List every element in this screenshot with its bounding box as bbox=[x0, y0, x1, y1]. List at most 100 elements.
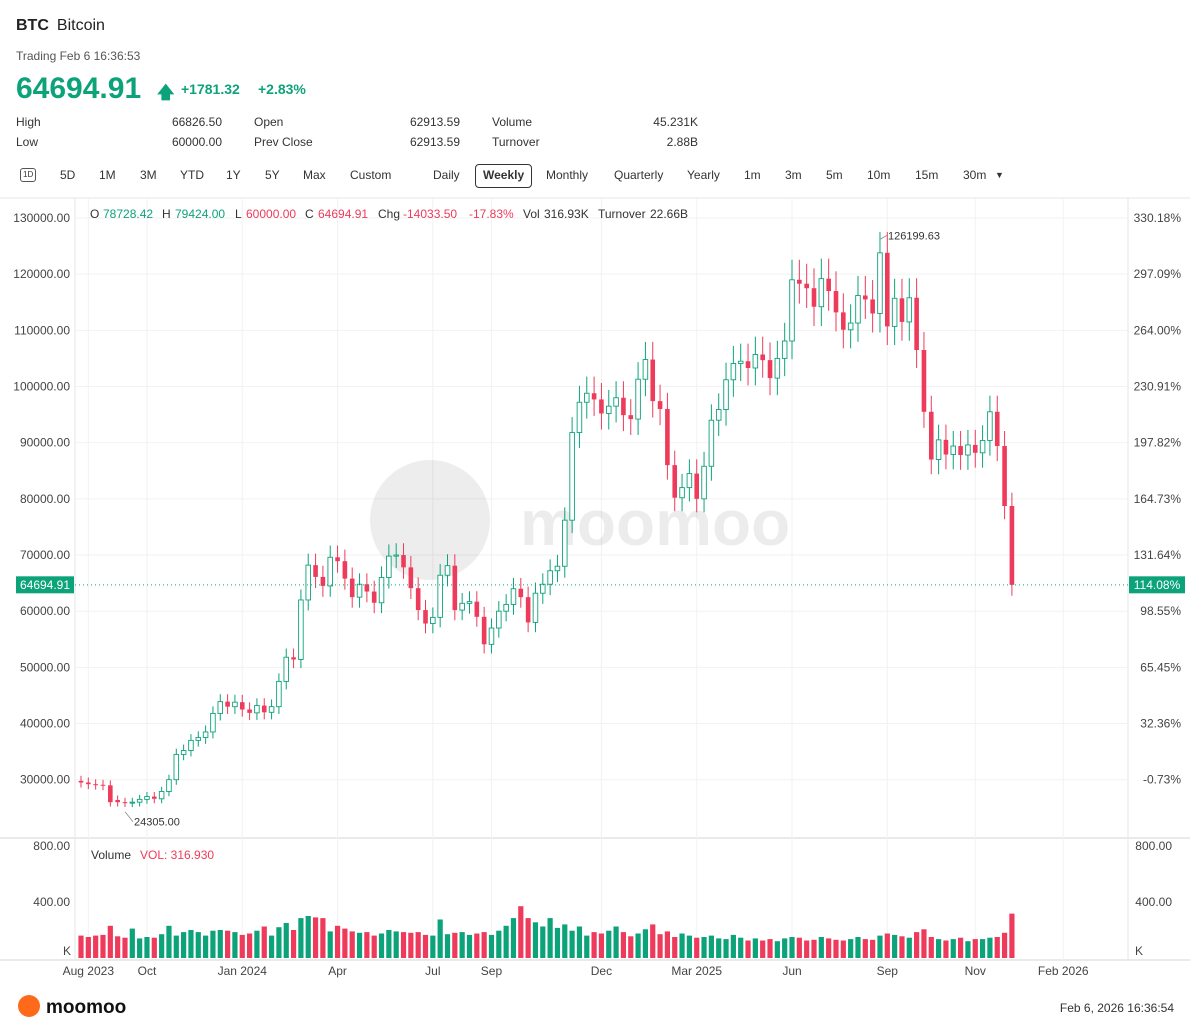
candle-body bbox=[891, 297, 898, 327]
tab-5d[interactable]: 5D bbox=[60, 168, 76, 182]
candle-body bbox=[863, 295, 868, 300]
candle-body bbox=[115, 799, 120, 803]
ohlc-l-label: L bbox=[235, 207, 242, 221]
percent-tick-label: 131.64% bbox=[1134, 548, 1182, 562]
trading-status: Trading Feb 6 16:36:53 bbox=[16, 49, 141, 63]
tab-custom[interactable]: Custom bbox=[350, 168, 392, 182]
volume-bar bbox=[752, 938, 758, 958]
volume-unit-left: K bbox=[63, 944, 71, 958]
y-tick-label: 70000.00 bbox=[20, 548, 70, 562]
volume-tick-label-right: 800.00 bbox=[1135, 839, 1172, 853]
candle-body bbox=[268, 706, 275, 713]
volume-bar bbox=[290, 930, 297, 958]
tab-5min[interactable]: 5m bbox=[826, 168, 843, 182]
current-percent-label: 114.08% bbox=[1134, 578, 1181, 592]
volume-bar bbox=[1009, 913, 1015, 958]
tab-30min[interactable]: 30m bbox=[963, 168, 987, 182]
candle-body bbox=[93, 784, 98, 786]
tab-3m[interactable]: 3M bbox=[140, 168, 157, 182]
candle-body bbox=[811, 288, 817, 307]
volume-bar bbox=[78, 935, 84, 958]
volume-bar bbox=[400, 932, 407, 958]
candles bbox=[78, 231, 1015, 808]
candle-body bbox=[554, 565, 561, 572]
candle-body bbox=[136, 798, 143, 803]
volume-bar bbox=[877, 935, 883, 958]
candle-body bbox=[730, 363, 737, 381]
volume-bar bbox=[225, 930, 231, 958]
price-change-percent: +2.83% bbox=[258, 81, 306, 97]
volume-bar bbox=[393, 931, 399, 958]
tab-1d[interactable]: 1D bbox=[20, 168, 37, 182]
volume-tick-label: 400.00 bbox=[33, 895, 70, 909]
tab-3min[interactable]: 3m bbox=[785, 168, 802, 182]
candle-body bbox=[870, 299, 875, 314]
candle-body bbox=[847, 322, 854, 331]
candle-body bbox=[298, 599, 304, 660]
candle-body bbox=[291, 657, 296, 660]
candle-body bbox=[767, 360, 773, 379]
tab-1m[interactable]: 1M bbox=[99, 168, 116, 182]
candle-body bbox=[459, 602, 465, 611]
volume-bar bbox=[862, 939, 868, 958]
ohlc-h-value: 79424.00 bbox=[175, 207, 225, 221]
volume-bar bbox=[576, 926, 583, 958]
candle-body bbox=[584, 392, 590, 403]
volume-bar bbox=[510, 918, 517, 958]
tab-15min[interactable]: 15m bbox=[915, 168, 939, 182]
candle-body bbox=[562, 519, 568, 567]
volume-bar bbox=[342, 928, 348, 958]
candle-body bbox=[606, 405, 612, 414]
tab-yearly[interactable]: Yearly bbox=[687, 168, 720, 182]
high-annotation-leader bbox=[879, 234, 888, 240]
volume-bar bbox=[833, 939, 839, 958]
tab-weekly[interactable]: Weekly bbox=[475, 164, 533, 188]
low-annotation: 24305.00 bbox=[134, 817, 180, 829]
candle-body bbox=[621, 397, 626, 416]
volume-bar bbox=[488, 934, 495, 958]
tab-5y[interactable]: 5Y bbox=[265, 168, 280, 182]
chevron-down-icon[interactable]: ▼ bbox=[995, 170, 1004, 180]
tab-ytd[interactable]: YTD bbox=[180, 168, 204, 182]
tab-max[interactable]: Max bbox=[303, 168, 326, 182]
volume-bar bbox=[305, 916, 311, 958]
volume-bar bbox=[261, 926, 267, 958]
tab-daily[interactable]: Daily bbox=[433, 168, 460, 182]
volume-bar bbox=[928, 937, 934, 958]
volume-bar bbox=[694, 937, 700, 958]
volume-label: Volume bbox=[492, 115, 533, 129]
volume-value: 45.231K bbox=[653, 115, 698, 129]
volume-bar bbox=[1001, 932, 1008, 958]
candle-body bbox=[833, 291, 839, 313]
tab-monthly[interactable]: Monthly bbox=[546, 168, 589, 182]
candle-body bbox=[958, 446, 963, 456]
volume-bar bbox=[730, 934, 736, 958]
volume-bar bbox=[628, 936, 634, 958]
tab-1min[interactable]: 1m bbox=[744, 168, 761, 182]
candle-body bbox=[569, 432, 575, 521]
ohlc-bar: O 78728.42 H 79424.00 L 60000.00 C 64694… bbox=[90, 207, 688, 221]
candle-body bbox=[100, 784, 106, 786]
volume-bar bbox=[679, 933, 685, 958]
y-tick-label: 80000.00 bbox=[20, 492, 70, 506]
candle-body bbox=[532, 592, 539, 623]
candle-body bbox=[841, 312, 846, 330]
candle-body bbox=[818, 278, 825, 308]
volume-bar bbox=[444, 934, 451, 958]
x-tick-label: Jun bbox=[782, 964, 801, 978]
candle-body bbox=[158, 791, 165, 800]
volume-bar bbox=[950, 939, 956, 958]
tab-10min[interactable]: 10m bbox=[867, 168, 891, 182]
tab-1y[interactable]: 1Y bbox=[226, 168, 241, 182]
tab-quarterly[interactable]: Quarterly bbox=[614, 168, 664, 182]
ohlc-l-value: 60000.00 bbox=[246, 207, 296, 221]
candle-body bbox=[327, 556, 333, 587]
volume-bar bbox=[591, 932, 597, 958]
candle-body bbox=[613, 397, 619, 407]
volume-bar bbox=[569, 930, 575, 958]
candle-body bbox=[935, 439, 942, 460]
volume-bar bbox=[459, 932, 465, 958]
candle-body bbox=[855, 295, 861, 324]
volume-bar bbox=[650, 924, 656, 958]
